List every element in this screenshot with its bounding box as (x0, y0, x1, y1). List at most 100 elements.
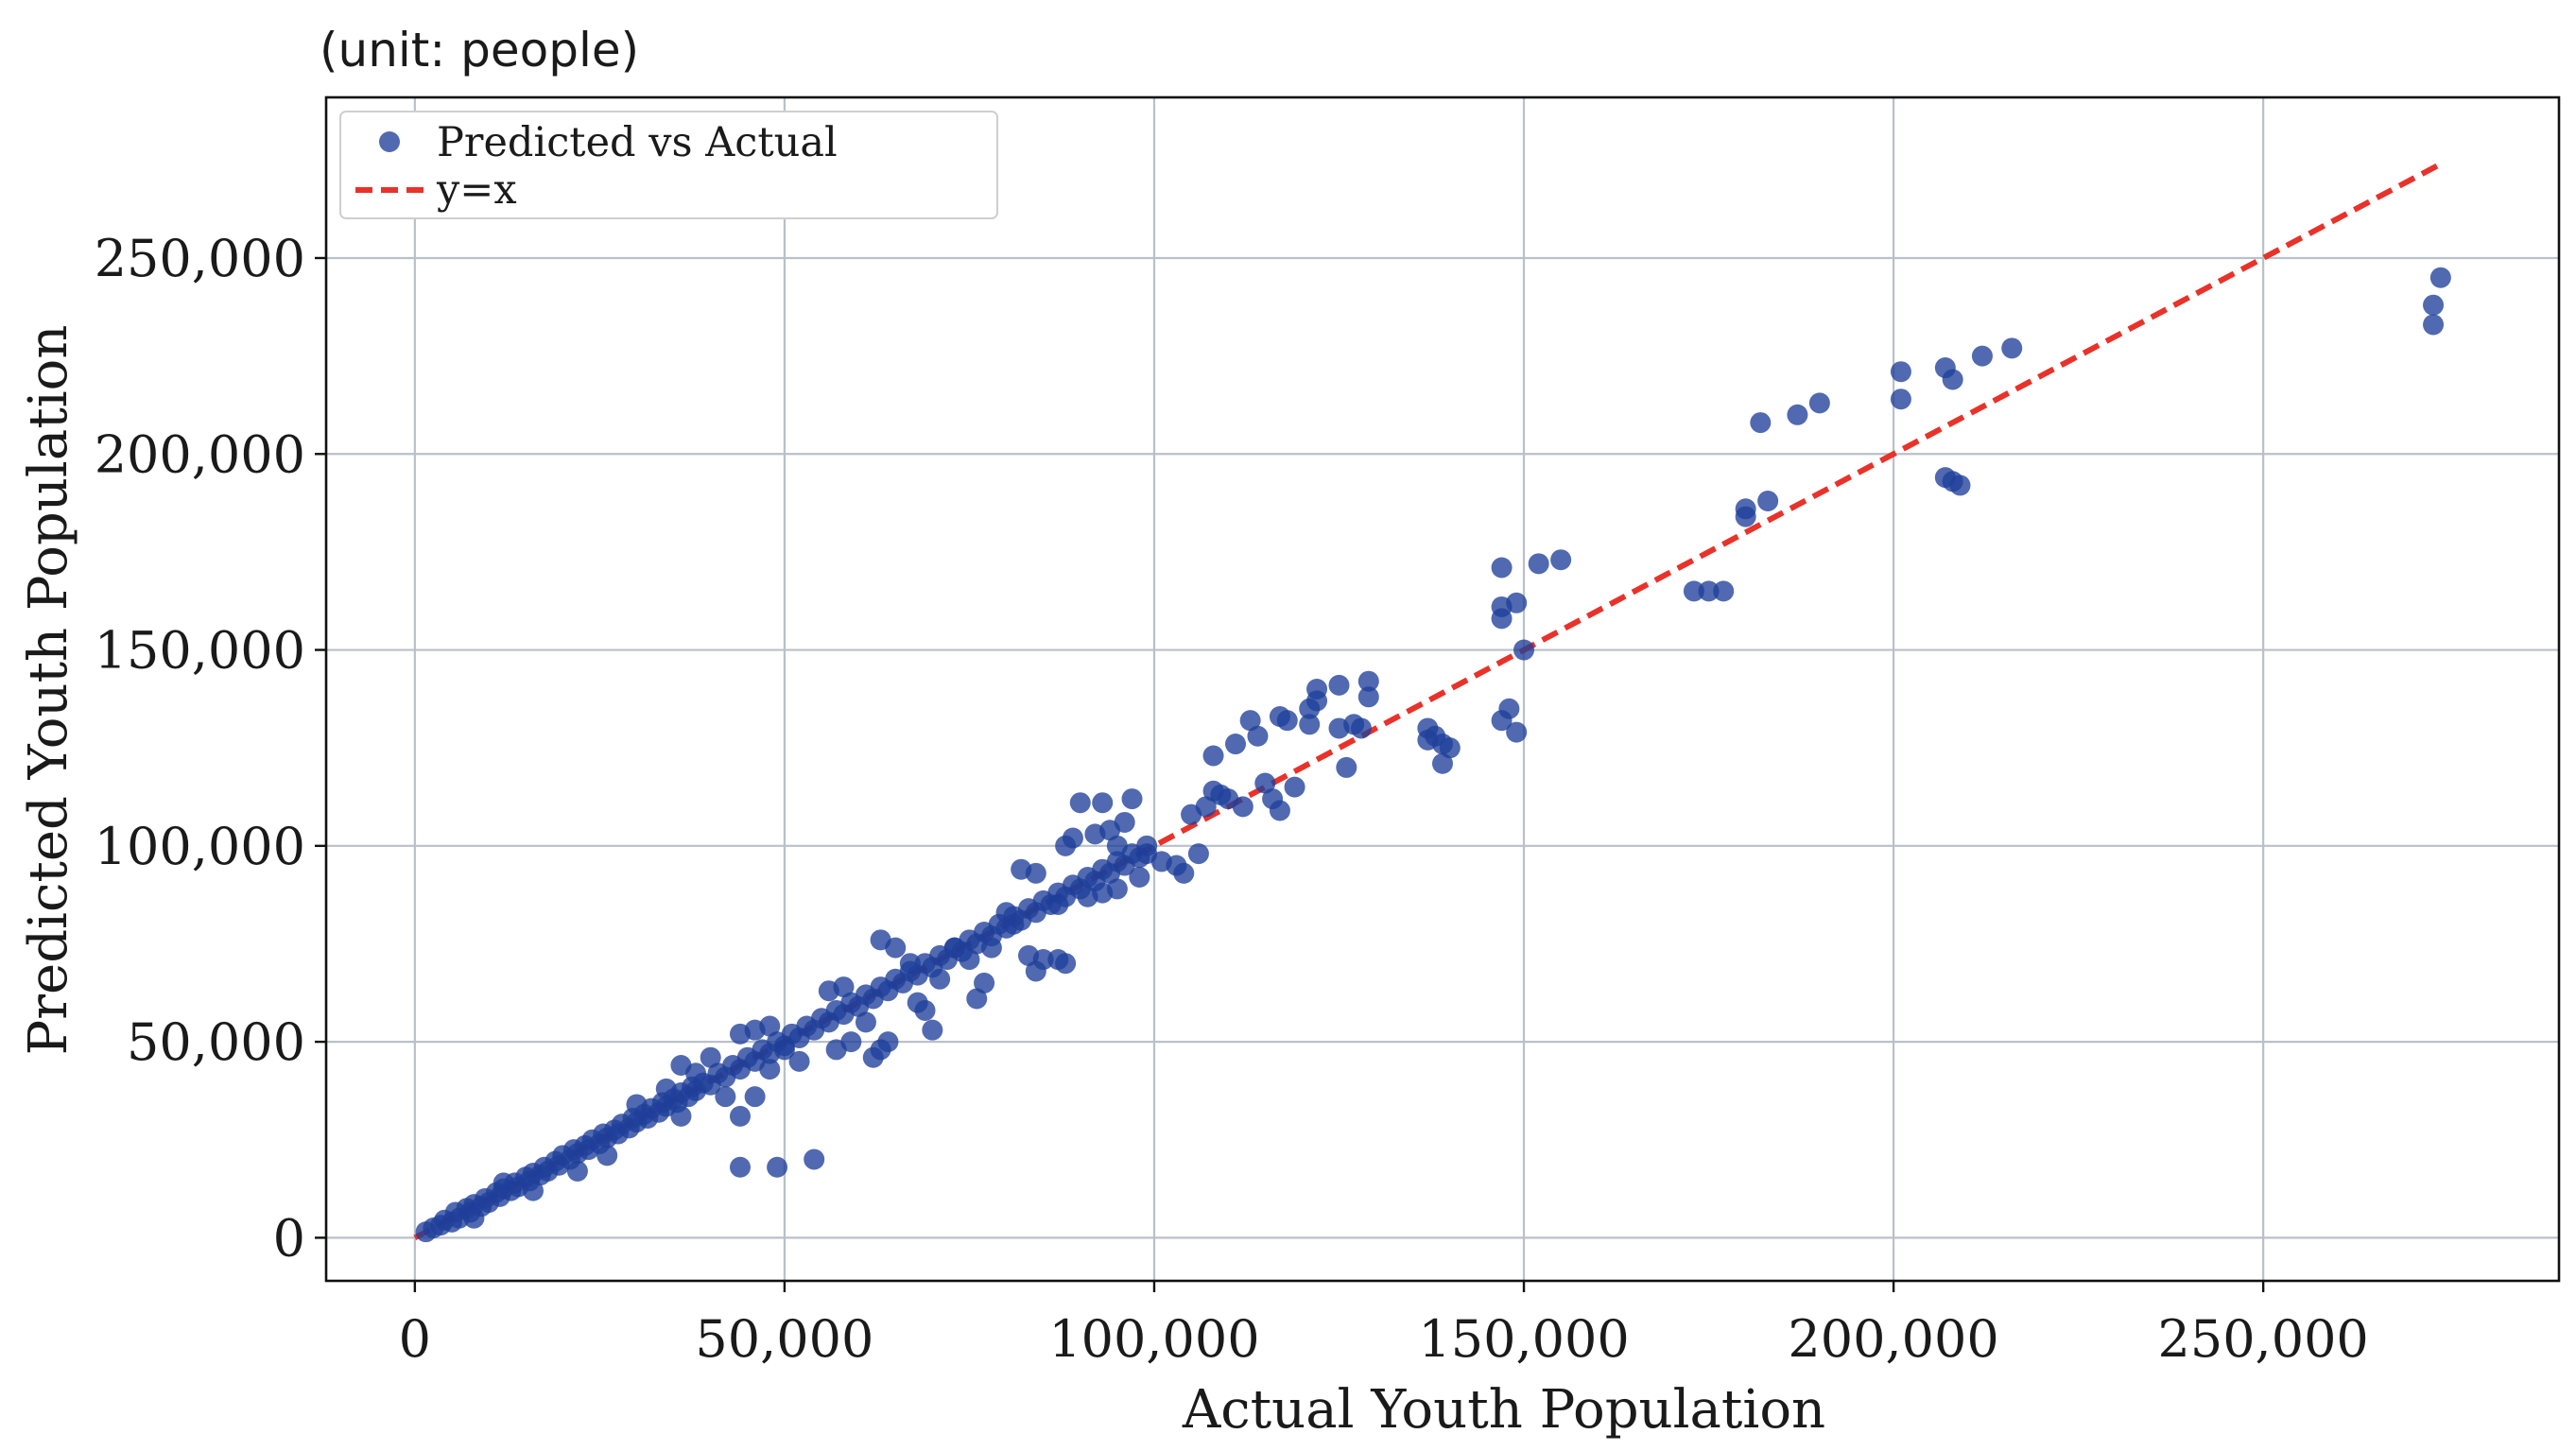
data-point (767, 1156, 788, 1178)
data-point (833, 976, 855, 998)
data-point (1269, 800, 1290, 821)
data-point (1890, 361, 1911, 383)
data-point (1432, 752, 1453, 774)
data-point (1698, 580, 1720, 602)
data-point (1225, 734, 1247, 755)
data-point (1306, 679, 1328, 700)
legend-box (339, 111, 998, 219)
data-point (885, 937, 907, 959)
y-tick-label: 0 (273, 1208, 305, 1268)
legend-label-reference-line: y=x (436, 166, 517, 214)
data-point (2423, 314, 2445, 336)
data-point (1350, 717, 1372, 739)
legend-label-points: Predicted vs Actual (437, 119, 838, 166)
data-point (943, 937, 965, 959)
y-axis-title: Predicted Youth Population (18, 325, 79, 1056)
data-point (1757, 491, 1779, 512)
x-tick-label: 250,000 (2157, 1309, 2368, 1369)
data-point (1121, 788, 1143, 810)
axis-ticks: 0 50,000 100,000 150,000 200,000 250,000 0 50,0… (95, 229, 2369, 1369)
data-point (788, 1050, 810, 1072)
y-tick-label: 150,000 (95, 621, 305, 681)
data-point (1114, 811, 1135, 833)
data-point (1055, 953, 1077, 975)
data-point (855, 1011, 876, 1033)
legend-marker-points (379, 131, 400, 152)
data-point (929, 968, 951, 990)
data-point (1949, 475, 1971, 496)
data-point (1439, 737, 1461, 759)
data-point (700, 1046, 721, 1068)
data-point (626, 1094, 648, 1115)
data-point (1498, 698, 1520, 719)
data-point (914, 999, 936, 1021)
data-point (1299, 714, 1321, 735)
x-tick-label: 150,000 (1418, 1309, 1629, 1369)
data-point (1247, 725, 1269, 747)
data-point (877, 1031, 899, 1053)
data-point (1808, 392, 1830, 414)
data-point (1550, 549, 1572, 571)
y-tick-label: 100,000 (95, 817, 305, 876)
data-point (2423, 294, 2445, 316)
data-point (1129, 866, 1150, 888)
x-tick-label: 200,000 (1788, 1309, 1998, 1369)
data-point (1971, 345, 1993, 367)
data-point (1513, 639, 1535, 661)
data-point (1750, 412, 1772, 434)
scatter-points (415, 267, 2451, 1243)
data-point (522, 1180, 544, 1201)
data-point (655, 1078, 677, 1099)
data-point (1528, 553, 1549, 575)
plot-area-frame (324, 95, 2561, 1283)
data-point (1276, 710, 1298, 732)
data-point (1069, 792, 1091, 814)
data-point (1187, 843, 1209, 865)
data-point (729, 1156, 751, 1178)
data-point (715, 1086, 736, 1108)
y-tick-label: 50,000 (127, 1012, 305, 1072)
data-point (1713, 580, 1735, 602)
data-point (744, 1086, 766, 1108)
data-point (1232, 796, 1253, 818)
data-point (1683, 580, 1704, 602)
data-point (1787, 404, 1808, 425)
data-point (1092, 792, 1114, 814)
x-axis-title: Actual Youth Population (1182, 1379, 1825, 1441)
data-point (2429, 267, 2451, 288)
data-point (670, 1105, 692, 1127)
data-point (1942, 369, 1963, 390)
data-point (729, 1105, 751, 1127)
data-point (1357, 686, 1379, 708)
data-point (1357, 670, 1379, 692)
x-tick-label: 50,000 (695, 1309, 873, 1369)
data-point (1735, 498, 1756, 520)
data-point (966, 988, 988, 1010)
data-point (1077, 886, 1098, 907)
data-point (1195, 796, 1217, 818)
unit-note: (unit: people) (320, 23, 639, 78)
data-point (493, 1172, 514, 1194)
y-tick-label: 250,000 (95, 229, 305, 288)
data-point (974, 972, 995, 993)
data-point (1025, 862, 1046, 884)
data-point (1202, 745, 1224, 767)
data-point (1491, 557, 1513, 579)
grid (326, 97, 2559, 1281)
data-point (759, 1059, 781, 1080)
data-point (980, 937, 1002, 959)
data-point (1328, 674, 1350, 696)
data-point (1336, 756, 1357, 778)
data-point (1506, 721, 1528, 743)
x-tick-label: 0 (399, 1309, 431, 1369)
data-point (959, 949, 980, 971)
data-point (759, 1015, 781, 1037)
data-point (1003, 913, 1025, 935)
y-tick-label: 200,000 (95, 424, 305, 484)
data-point (1173, 862, 1195, 884)
data-point (1284, 776, 1305, 798)
data-point (804, 1149, 825, 1170)
data-point (840, 1031, 862, 1053)
data-point (1032, 949, 1054, 971)
